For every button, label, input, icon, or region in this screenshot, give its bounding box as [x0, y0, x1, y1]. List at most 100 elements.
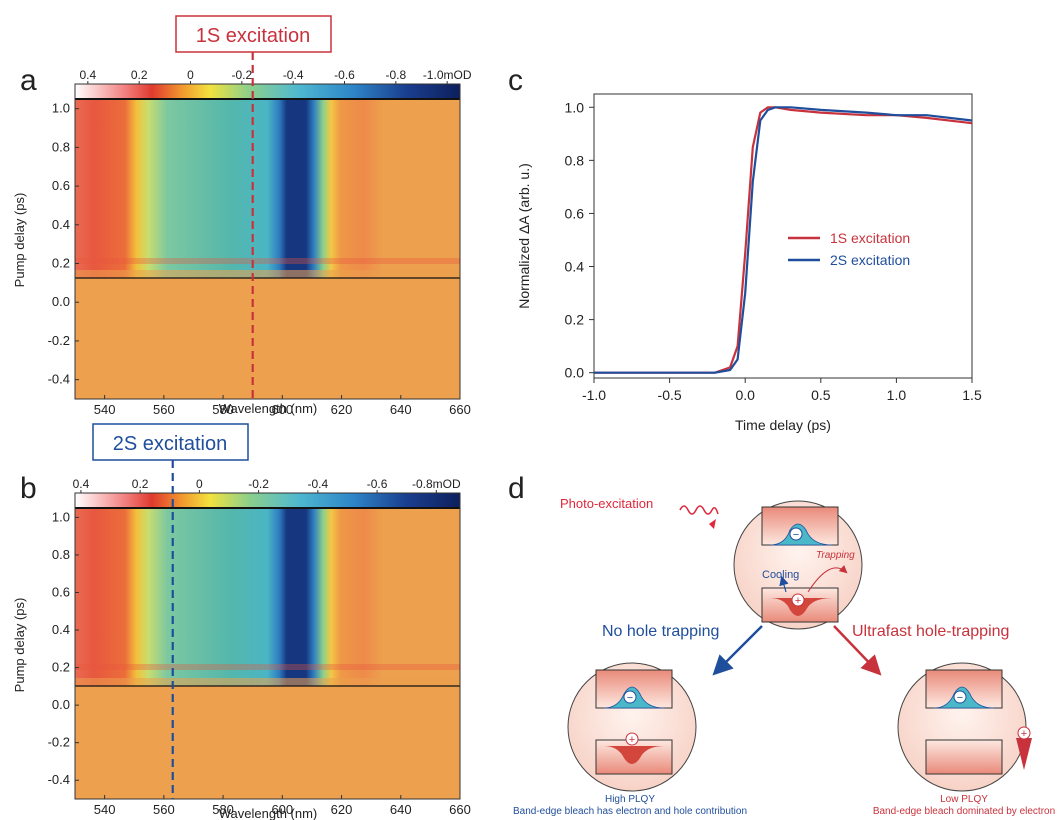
- panel-a-frame: [74, 83, 461, 400]
- x-tick-label: 620: [331, 402, 353, 417]
- y-tick-label: 0.4: [52, 217, 70, 232]
- panel-a-y-ticks: 1.0 0.8 0.6 0.4 0.2 0.0 -0.2 -0.4: [48, 101, 79, 387]
- colorbar-tick-label: -0.2: [231, 68, 252, 82]
- trapped-hole-sign: +: [1021, 728, 1027, 740]
- photon-wave-icon: [679, 505, 719, 515]
- ultrafast-hole-trapping-label: Ultrafast hole-trapping: [852, 623, 1009, 640]
- y-tick-label: 0.2: [52, 660, 70, 675]
- cooling-label: Cooling: [762, 569, 799, 581]
- top-hole-icon: [791, 593, 805, 607]
- colorbar-tick-label: -0.4: [308, 477, 329, 491]
- colorbar-tick-label: -0.4: [283, 68, 304, 82]
- x-tick-label: 600: [271, 802, 293, 817]
- left-hole-icon: [625, 732, 639, 746]
- colorbar-tick-label: 0.2: [132, 477, 149, 491]
- series-line-2s: [594, 106, 973, 374]
- y-tick-label: -0.4: [48, 372, 70, 387]
- panel-a: a 1S excitation 0.4 0.2 0 -0.2 -0.4 -0.6 -0.8 -…: [12, 15, 472, 417]
- left-circle: − +: [567, 662, 697, 792]
- right-valence-band: [925, 739, 1003, 775]
- c-y-tick-label: 0.2: [565, 312, 585, 328]
- c-x-tick-label: -1.0: [582, 387, 606, 403]
- left-hole-sign: +: [629, 734, 635, 746]
- left-electron-sign: −: [627, 692, 633, 704]
- colorbar-tick-label: -1.0mOD: [423, 68, 472, 82]
- panel-b-letter: b: [20, 472, 37, 505]
- x-tick-label: 540: [94, 802, 116, 817]
- no-hole-trapping-label: No hole trapping: [602, 623, 719, 640]
- colorbar-tick-label: -0.2: [248, 477, 269, 491]
- c-y-tick-label: 0.4: [565, 259, 585, 275]
- y-tick-label: 0.8: [52, 139, 70, 154]
- panel-c-letter: c: [508, 64, 523, 97]
- trapping-label: Trapping: [816, 550, 855, 561]
- panel-a-callout-box: [175, 15, 332, 53]
- photo-excitation-label: Photo-excitation: [560, 496, 653, 511]
- panel-c-legend: 1S excitation 2S excitation: [788, 230, 910, 268]
- x-tick-label: 660: [449, 802, 471, 817]
- left-electron-icon: [623, 690, 637, 704]
- x-tick-label: 580: [212, 402, 234, 417]
- top-electron-sign: −: [793, 529, 799, 541]
- photon-arrowhead-icon: [709, 519, 716, 529]
- c-x-tick-label: 1.0: [887, 387, 907, 403]
- colorbar-tick-label: -0.6: [367, 477, 388, 491]
- y-tick-label: 0.2: [52, 256, 70, 271]
- x-tick-label: 560: [153, 402, 175, 417]
- branch-arrow-trap-icon: [833, 625, 882, 676]
- panel-b-heatmap: [75, 508, 460, 799]
- colorbar-tick-label: 0: [196, 477, 203, 491]
- x-tick-label: 620: [331, 802, 353, 817]
- panel-b-xlabel: Wavelength (nm): [219, 806, 318, 820]
- x-tick-label: 600: [271, 402, 293, 417]
- y-tick-label: 1.0: [52, 101, 70, 116]
- right-electron-sign: −: [957, 692, 963, 704]
- panel-a-x-ticks: 540 560 580 600 620 640 660: [94, 395, 471, 417]
- y-tick-label: 1.0: [52, 509, 70, 524]
- panel-a-heatmap: [75, 99, 460, 399]
- colorbar-tick-label: -0.8mOD: [412, 477, 461, 491]
- colorbar-tick-label: -0.8: [385, 68, 406, 82]
- panel-b-colorbar-ticks: 0.4 0.2 0 -0.2 -0.4 -0.6 -0.8mOD: [73, 477, 461, 493]
- right-caption-plqy: Low PLQY: [940, 794, 988, 805]
- panel-a-xlabel: Wavelength (nm): [219, 401, 318, 416]
- y-tick-label: 0.6: [52, 178, 70, 193]
- panel-c: c -1.0 -0.5 0.0 0.5 1.0 1.5 0.0 0.2 0.4 0.6 0.8 1.0…: [508, 64, 982, 433]
- panel-b-colorbar: [75, 493, 460, 508]
- branch-arrow-no-trap-icon: [712, 625, 763, 676]
- panel-a-ylabel: Pump delay (ps): [12, 193, 27, 288]
- panel-b-callout-box: [92, 423, 249, 461]
- colorbar-tick-label: 0.2: [131, 68, 148, 82]
- c-x-tick-label: -0.5: [658, 387, 682, 403]
- c-y-tick-label: 0.6: [565, 205, 585, 221]
- legend-label-2s: 2S excitation: [830, 252, 910, 268]
- left-caption-plqy: High PLQY: [605, 794, 655, 805]
- right-circle: − +: [897, 662, 1032, 792]
- x-tick-label: 540: [94, 402, 116, 417]
- c-x-tick-label: 1.5: [962, 387, 982, 403]
- colorbar-tick-label: 0.4: [73, 477, 90, 491]
- panel-b-callout-label: 2S excitation: [113, 433, 228, 455]
- y-tick-label: 0.8: [52, 547, 70, 562]
- c-y-tick-label: 0.0: [565, 365, 585, 381]
- x-tick-label: 580: [212, 802, 234, 817]
- top-hole-sign: +: [795, 595, 801, 607]
- c-x-tick-label: 0.0: [735, 387, 755, 403]
- x-tick-label: 560: [153, 802, 175, 817]
- trapping-arrow-icon: [807, 565, 848, 593]
- trap-state-icon: [1016, 738, 1032, 770]
- cooling-arrow-icon: [779, 575, 789, 593]
- panel-c-plot-area: [593, 93, 973, 379]
- y-tick-label: 0.0: [52, 697, 70, 712]
- top-electron-icon: [789, 527, 803, 541]
- panel-d: d Photo-excitation − + Cooling Trapping …: [508, 472, 1055, 817]
- panel-c-ticks: -1.0 -0.5 0.0 0.5 1.0 1.5 0.0 0.2 0.4 0.6 0.8 1.0: [565, 99, 982, 403]
- panel-a-letter: a: [20, 64, 37, 97]
- left-caption-bleach: Band-edge bleach has electron and hole c…: [513, 806, 747, 817]
- panel-b: b 2S excitation 0.4 0.2 0 -0.2 -0.4 -0.6 -0.8m…: [12, 423, 471, 820]
- c-y-tick-label: 1.0: [565, 99, 585, 115]
- x-tick-label: 640: [390, 402, 412, 417]
- top-hole-distribution: [770, 598, 832, 616]
- panel-b-ylabel: Pump delay (ps): [12, 598, 27, 693]
- y-tick-label: -0.4: [48, 772, 70, 787]
